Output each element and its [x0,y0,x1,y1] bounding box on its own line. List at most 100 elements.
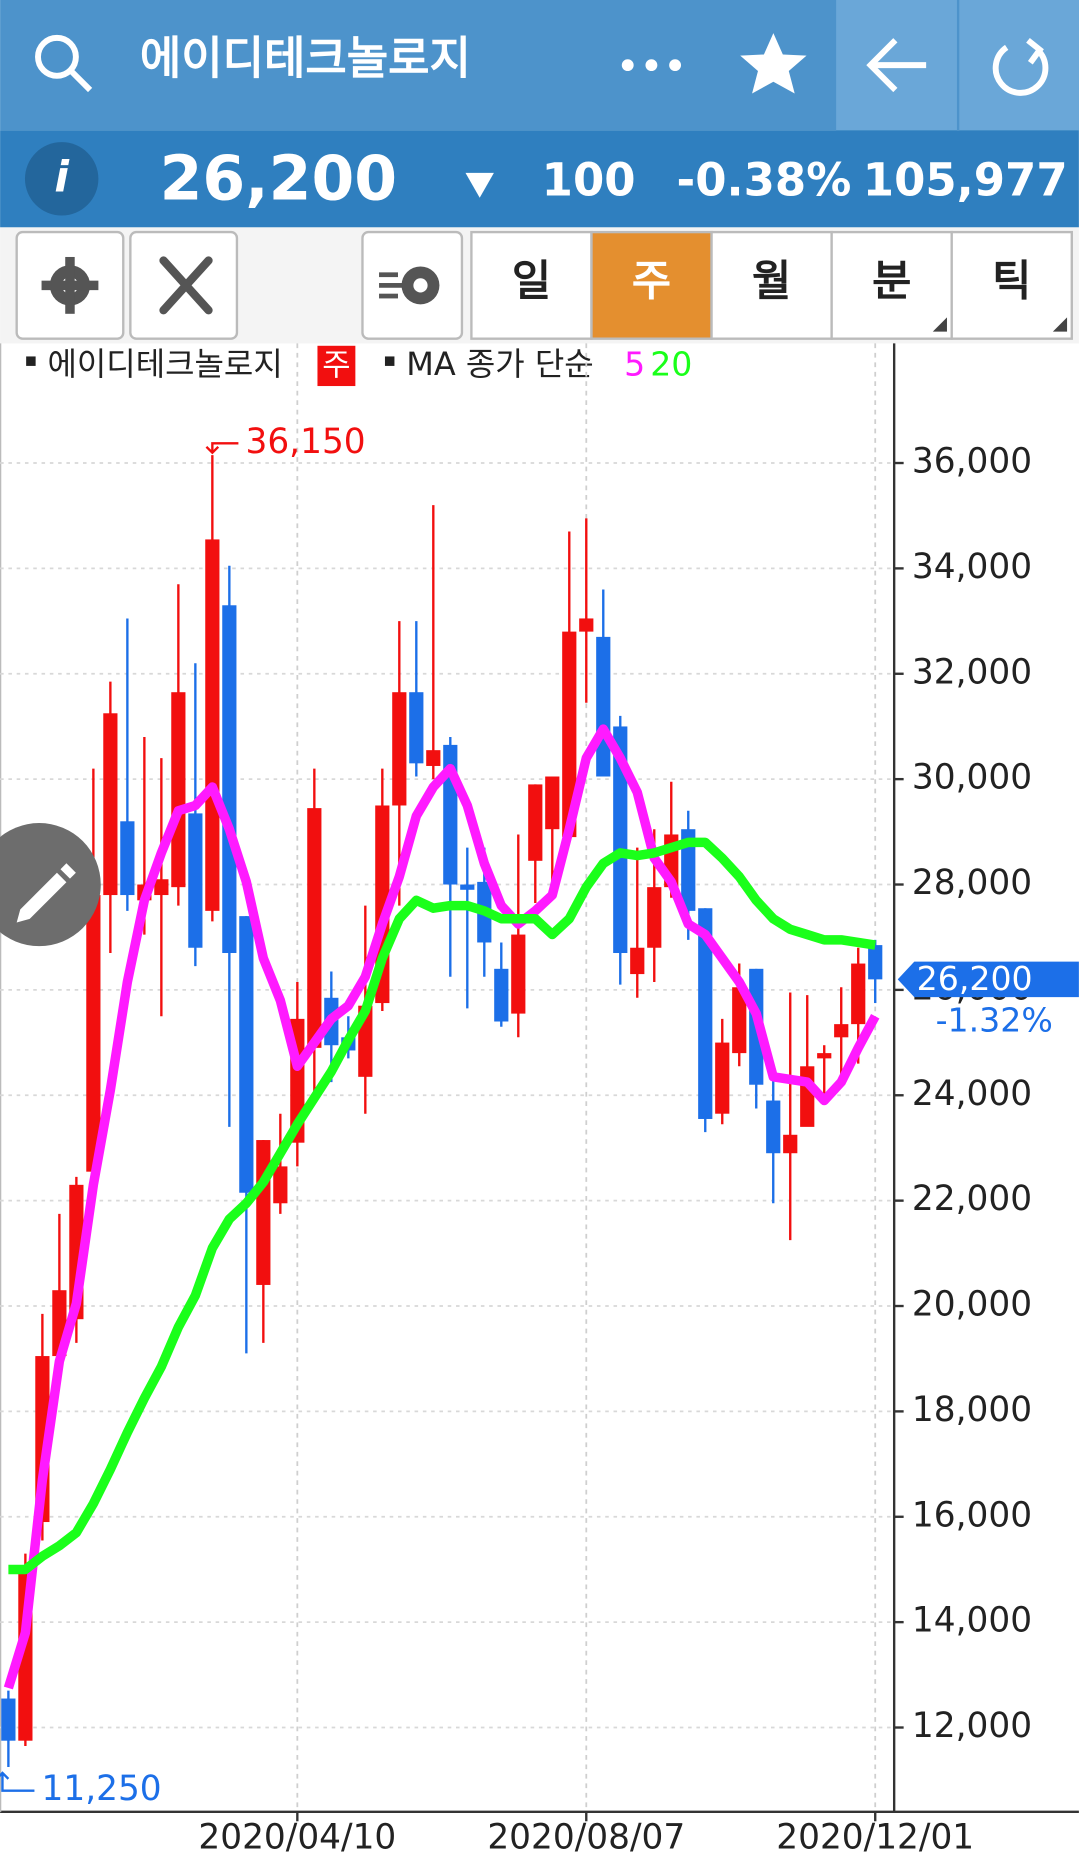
candle-body [171,692,186,888]
candle-body [494,968,509,1022]
candle-body [273,1166,288,1204]
pencil-icon [16,863,76,923]
candle-body [1,1698,16,1741]
indicator-icon [379,266,440,305]
y-tick-label: 24,000 [912,1074,1032,1114]
y-tick-label: 34,000 [912,547,1032,587]
candle-body [205,539,220,911]
y-tick-label: 20,000 [912,1285,1032,1325]
x-tick-label: 2020/08/07 [487,1818,685,1858]
y-tick-label: 22,000 [912,1179,1032,1219]
last-change-label: -1.32% [936,1000,1053,1039]
refresh-button-bg[interactable] [959,0,1079,131]
last-price-label: 26,200 [917,959,1033,998]
candle-body [256,1140,271,1285]
search-icon[interactable] [35,34,93,93]
candle-body [868,945,883,980]
candle-body [120,821,135,896]
y-tick-label: 16,000 [912,1495,1032,1535]
tab-label: 주 [632,257,671,307]
high-label: 36,150 [246,422,366,462]
info-button[interactable] [24,142,99,216]
low-pointer [0,1771,35,1792]
candle-body [698,908,713,1119]
legend-stock: 에이디테크놀로지 [47,345,282,383]
y-tick-label: 32,000 [912,652,1032,692]
candle-body [630,947,645,975]
y-tick-label: 36,000 [912,442,1032,482]
candle-body [834,1024,849,1038]
low-label: 11,250 [42,1769,162,1809]
candle-body [307,808,322,1048]
candle-body [562,631,577,838]
tools-icon [159,256,213,315]
legend-ma20: 20 [650,344,692,383]
candle-body [732,987,747,1054]
x-tick-label: 2020/12/01 [776,1818,974,1858]
tab[interactable] [710,230,833,340]
ma-line [8,837,876,1575]
change: 100 [542,154,636,207]
ma-line [3,724,880,1690]
tab-label: 틱 [992,257,1031,307]
tab[interactable] [950,230,1073,340]
tab-label: 일 [512,257,551,307]
candle-body [392,692,407,806]
y-tick-label: 28,000 [912,863,1032,903]
last-price-tag [897,961,1079,998]
back-icon[interactable] [866,38,927,93]
refresh-icon[interactable] [992,37,1049,96]
price: 26,200 [160,142,398,214]
candle-body [613,726,628,954]
candle-body [154,879,169,896]
candle-body [188,813,203,948]
plot: 12,000 14,000 16,000 18,000 20,000 22,000 24,0… [0,343,1079,1858]
candle-body [103,713,118,896]
candle-body [426,750,441,766]
info-icon: i [54,152,70,202]
gear-icon [41,256,99,314]
tab[interactable] [830,230,953,340]
quote-bar [0,130,1079,228]
candle-body [766,1100,781,1154]
y-tick-label: 12,000 [912,1706,1032,1746]
legend-period-box [317,345,356,387]
more-icon[interactable] [621,59,682,72]
legend-ma: MA 종가 단순 [406,345,593,383]
down-arrow [465,172,494,198]
tab-label: 월 [752,257,791,307]
legend-bullet [26,356,36,366]
legend-period: 주 [322,348,350,384]
candle-body [239,916,254,1193]
candle-body [596,636,611,777]
candle-body [222,605,237,954]
candle-body [460,884,475,890]
candle-body [545,776,560,830]
candle-body [681,829,696,911]
change-pct: -0.38% [677,154,852,207]
candle-body [715,1042,730,1114]
y-tick-label: 14,000 [912,1601,1032,1641]
tab-label: 분 [872,257,911,307]
candle-body [783,1134,798,1154]
candle-body [511,934,526,1014]
candle-body [86,895,101,1172]
candle-body [528,784,543,861]
candle-body [579,618,594,632]
legend-bullet [384,356,395,366]
y-tick-label: 30,000 [912,758,1032,798]
candle-body [647,887,662,948]
candle-body [817,1053,832,1059]
candle-body [851,963,866,1025]
tab[interactable] [590,230,713,340]
tab-corner [1052,317,1068,332]
high-pointer [205,442,239,455]
favorite-icon[interactable] [740,33,807,94]
legend-ma5: 5 [624,344,645,383]
y-tick-label: 18,000 [912,1390,1032,1430]
x-tick-label: 2020/04/10 [198,1818,396,1858]
candle-body [409,692,424,764]
